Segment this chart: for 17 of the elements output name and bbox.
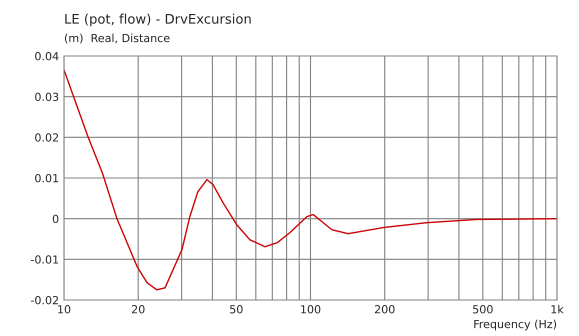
y-tick-label: 0 (52, 214, 58, 224)
chart-title: LE (pot, flow) - DrvExcursion (65, 14, 251, 26)
x-tick-label: 50 (230, 305, 243, 314)
x-tick-label: 10 (58, 305, 70, 314)
y-tick-label: -0.01 (30, 255, 58, 264)
x-axis-title: Frequency (Hz) (474, 320, 556, 330)
x-tick-label: 500 (473, 305, 493, 314)
x-tick-label: 1k (551, 304, 564, 314)
x-tick-label: 100 (301, 305, 320, 314)
y-tick-label: 0.04 (35, 52, 59, 60)
chart-subtitle: (m) Real, Distance (64, 34, 170, 44)
y-tick-label: 0.02 (35, 133, 58, 142)
y-tick-label: 0.03 (35, 92, 58, 102)
y-tick-label: 0.01 (35, 174, 58, 182)
y-tick-label: -0.02 (30, 296, 58, 304)
x-tick-label: 200 (374, 305, 395, 314)
x-tick-label: 20 (132, 305, 145, 314)
